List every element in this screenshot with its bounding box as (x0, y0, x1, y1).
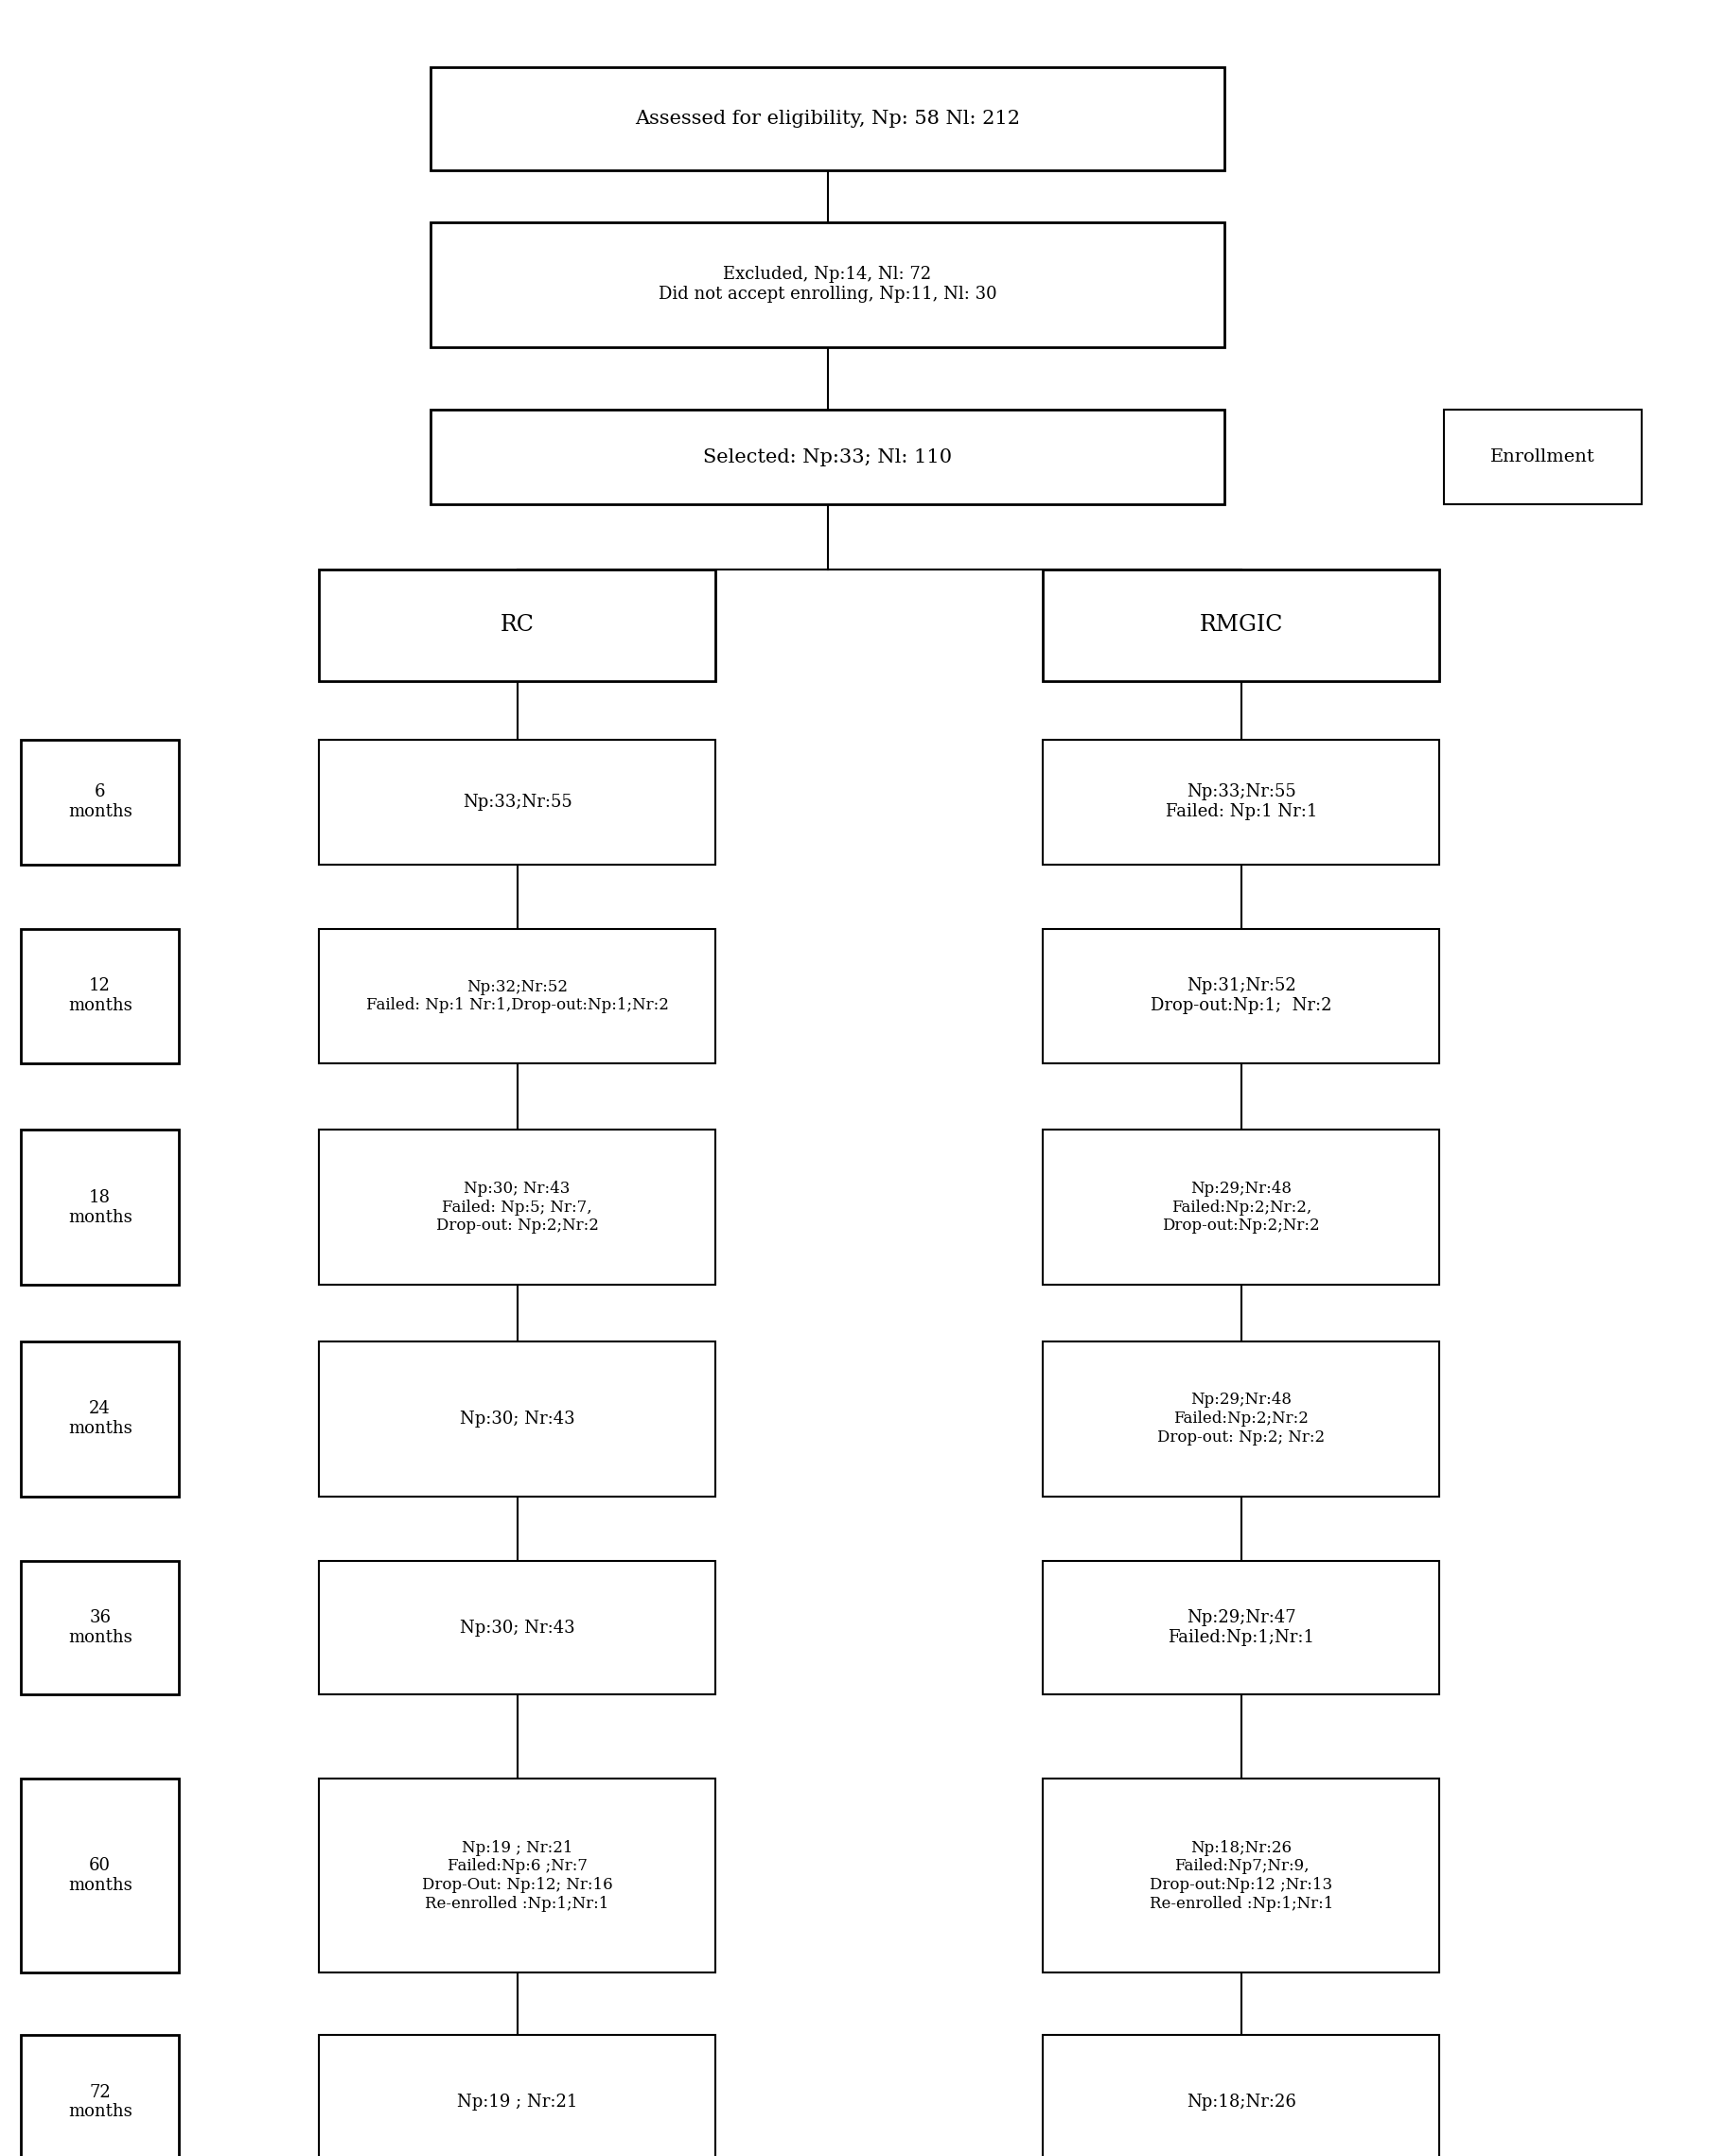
Bar (319, 569, 715, 681)
Text: 72
months: 72 months (67, 2083, 133, 2122)
Bar (1043, 1561, 1440, 1695)
Bar (319, 1779, 715, 1973)
Bar (319, 740, 715, 865)
Text: Np:30; Nr:43
Failed: Np:5; Nr:7,
Drop-out: Np:2;Nr:2: Np:30; Nr:43 Failed: Np:5; Nr:7, Drop-ou… (436, 1181, 598, 1233)
Bar (1043, 1341, 1440, 1496)
Bar (319, 1341, 715, 1496)
Bar (1043, 929, 1440, 1063)
Text: Np:31;Nr:52
Drop-out:Np:1;  Nr:2: Np:31;Nr:52 Drop-out:Np:1; Nr:2 (1150, 977, 1333, 1015)
Text: RMGIC: RMGIC (1200, 614, 1283, 636)
Bar (431, 67, 1224, 170)
Bar (431, 410, 1224, 505)
Bar (1445, 410, 1641, 505)
Bar (21, 740, 179, 865)
Text: 36
months: 36 months (67, 1608, 133, 1647)
Text: Np:29;Nr:47
Failed:Np:1;Nr:1: Np:29;Nr:47 Failed:Np:1;Nr:1 (1167, 1608, 1315, 1647)
Text: Np:33;Nr:55: Np:33;Nr:55 (462, 793, 572, 811)
Text: Excluded, Np:14, Nl: 72
Did not accept enrolling, Np:11, Nl: 30: Excluded, Np:14, Nl: 72 Did not accept e… (659, 265, 996, 304)
Bar (21, 929, 179, 1063)
Bar (21, 1341, 179, 1496)
Text: RC: RC (500, 614, 534, 636)
Bar (319, 929, 715, 1063)
Bar (21, 1779, 179, 1973)
Bar (1043, 2035, 1440, 2156)
Text: Np:29;Nr:48
Failed:Np:2;Nr:2
Drop-out: Np:2; Nr:2: Np:29;Nr:48 Failed:Np:2;Nr:2 Drop-out: N… (1157, 1393, 1326, 1445)
Text: Enrollment: Enrollment (1491, 448, 1595, 466)
Text: Np:30; Nr:43: Np:30; Nr:43 (460, 1619, 574, 1636)
Text: Np:19 ; Nr:21
Failed:Np:6 ;Nr:7
Drop-Out: Np:12; Nr:16
Re-enrolled :Np:1;Nr:1: Np:19 ; Nr:21 Failed:Np:6 ;Nr:7 Drop-Out… (422, 1839, 612, 1912)
Bar (21, 1561, 179, 1695)
Bar (21, 2035, 179, 2156)
Bar (1043, 569, 1440, 681)
Text: Selected: Np:33; Nl: 110: Selected: Np:33; Nl: 110 (703, 448, 952, 466)
Text: Np:32;Nr:52
Failed: Np:1 Nr:1,Drop-out:Np:1;Nr:2: Np:32;Nr:52 Failed: Np:1 Nr:1,Drop-out:N… (365, 979, 669, 1013)
Bar (1043, 1779, 1440, 1973)
Bar (319, 1130, 715, 1285)
Text: Np:18;Nr:26
Failed:Np7;Nr:9,
Drop-out:Np:12 ;Nr:13
Re-enrolled :Np:1;Nr:1: Np:18;Nr:26 Failed:Np7;Nr:9, Drop-out:Np… (1150, 1839, 1333, 1912)
Bar (319, 2035, 715, 2156)
Text: 12
months: 12 months (67, 977, 133, 1015)
Bar (21, 1130, 179, 1285)
Text: Assessed for eligibility, Np: 58 Nl: 212: Assessed for eligibility, Np: 58 Nl: 212 (634, 110, 1021, 127)
Text: Np:29;Nr:48
Failed:Np:2;Nr:2,
Drop-out:Np:2;Nr:2: Np:29;Nr:48 Failed:Np:2;Nr:2, Drop-out:N… (1162, 1181, 1321, 1233)
Text: Np:30; Nr:43: Np:30; Nr:43 (460, 1410, 574, 1427)
Bar (431, 222, 1224, 347)
Text: 18
months: 18 months (67, 1188, 133, 1227)
Text: 24
months: 24 months (67, 1399, 133, 1438)
Bar (319, 1561, 715, 1695)
Text: 60
months: 60 months (67, 1856, 133, 1895)
Text: Np:18;Nr:26: Np:18;Nr:26 (1186, 2093, 1296, 2111)
Bar (1043, 1130, 1440, 1285)
Text: 6
months: 6 months (67, 783, 133, 821)
Text: Np:19 ; Nr:21: Np:19 ; Nr:21 (457, 2093, 578, 2111)
Text: Np:33;Nr:55
Failed: Np:1 Nr:1: Np:33;Nr:55 Failed: Np:1 Nr:1 (1165, 783, 1317, 821)
Bar (1043, 740, 1440, 865)
